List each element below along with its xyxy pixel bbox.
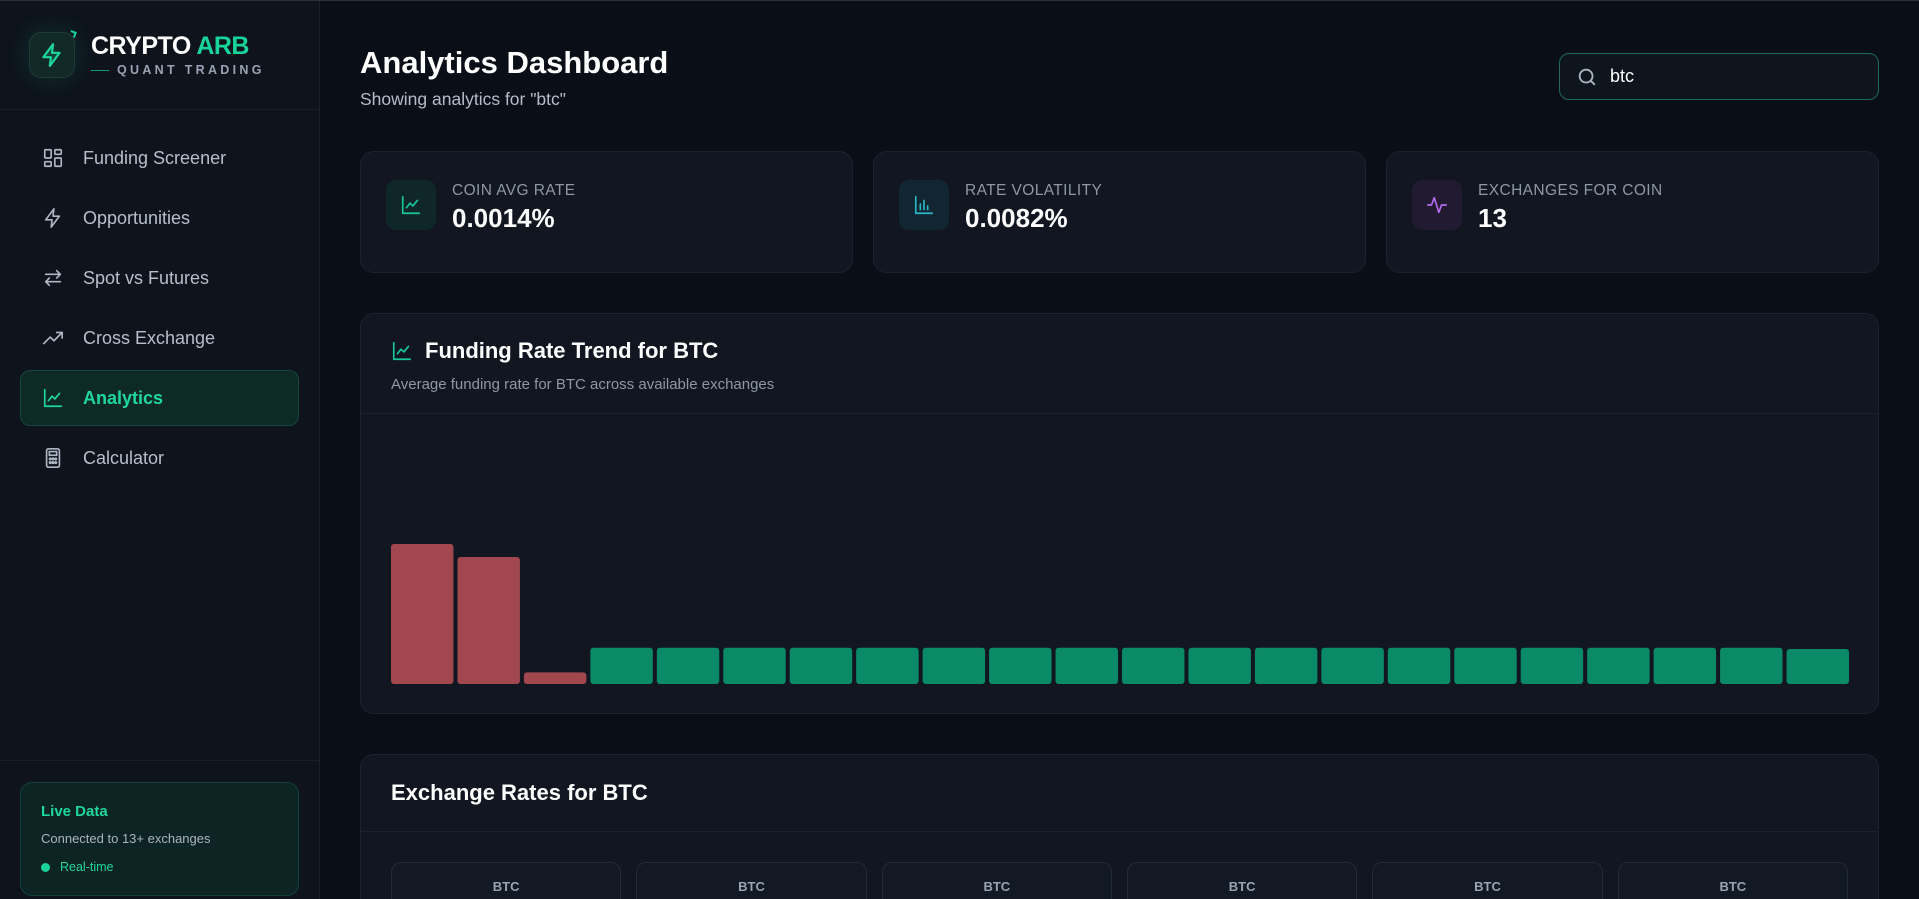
stat-value: 0.0014% — [452, 203, 555, 233]
exchange-rate-tile[interactable]: BTC — [391, 862, 622, 899]
chart-bar[interactable] — [922, 647, 986, 684]
page-header: Analytics Dashboard Showing analytics fo… — [360, 1, 1879, 151]
sidebar-item-spot-vs-futures[interactable]: Spot vs Futures — [20, 250, 299, 306]
page-title: Analytics Dashboard — [360, 45, 669, 80]
sidebar-item-calculator[interactable]: Calculator — [20, 430, 299, 486]
status-dot-icon — [41, 862, 50, 872]
live-data-panel: Live Data Connected to 13+ exchanges Rea… — [20, 782, 299, 896]
chart-bar[interactable] — [856, 647, 919, 684]
exchange-rate-tiles: BTC BTC BTC BTC BTC BTC — [361, 832, 1878, 899]
main-content: Analytics Dashboard Showing analytics fo… — [320, 1, 1919, 899]
chart-bar[interactable] — [1321, 647, 1384, 684]
sidebar-item-label: Funding Screener — [83, 147, 227, 168]
stat-card-rate-volatility: RATE VOLATILITY 0.0082% — [873, 151, 1366, 273]
exchange-rates-card: Exchange Rates for BTC BTC BTC BTC BTC B… — [360, 754, 1879, 899]
sidebar-item-cross-exchange[interactable]: Cross Exchange — [20, 310, 299, 366]
stat-label: EXCHANGES FOR COIN — [1478, 182, 1663, 199]
line-chart-icon — [391, 340, 413, 362]
search-box[interactable] — [1559, 53, 1879, 100]
activity-pulse-icon — [1412, 180, 1462, 230]
live-data-title: Live Data — [41, 803, 108, 820]
bar-chart-icon — [899, 180, 949, 230]
chart-bar[interactable] — [590, 647, 653, 684]
sidebar-nav: Funding Screener Opportunities Spot vs F… — [0, 110, 319, 486]
sidebar-item-funding-screener[interactable]: Funding Screener — [20, 130, 299, 186]
chart-bar[interactable] — [656, 647, 720, 684]
live-data-description: Connected to 13+ exchanges — [41, 831, 211, 846]
live-status: Real-time — [41, 860, 278, 874]
stat-card-exchanges-for-coin: EXCHANGES FOR COIN 13 — [1386, 151, 1879, 273]
live-status-label: Real-time — [60, 860, 114, 874]
stat-card-coin-avg-rate: COIN AVG RATE 0.0014% — [360, 151, 853, 273]
lightning-logo-icon — [29, 30, 77, 78]
card-description: Average funding rate for BTC across avai… — [391, 376, 775, 393]
chart-bar[interactable] — [1188, 647, 1251, 684]
chart-bar[interactable] — [1055, 647, 1118, 684]
sidebar-item-label: Opportunities — [83, 207, 191, 228]
line-chart-icon — [386, 180, 436, 230]
stat-value: 13 — [1478, 203, 1507, 233]
chart-bar[interactable] — [1454, 647, 1517, 684]
brand-title: CRYPTO ARB — [91, 32, 249, 60]
sidebar-item-label: Calculator — [83, 447, 165, 468]
chart-bar[interactable] — [1520, 647, 1584, 684]
chart-bar[interactable] — [1720, 647, 1783, 684]
page-subtitle: Showing analytics for "btc" — [360, 89, 566, 109]
calculator-icon — [41, 446, 65, 470]
sidebar-divider — [0, 760, 319, 761]
chart-bar[interactable] — [723, 647, 786, 684]
search-input[interactable] — [1610, 66, 1860, 87]
sidebar-item-label: Analytics — [83, 387, 164, 408]
sidebar-item-label: Spot vs Futures — [83, 267, 210, 288]
card-title: Funding Rate Trend for BTC — [425, 338, 719, 363]
funding-trend-card: Funding Rate Trend for BTC Average fundi… — [360, 313, 1879, 714]
chart-bar[interactable] — [457, 556, 520, 684]
trending-up-icon — [41, 326, 65, 350]
bar-chart — [391, 544, 1849, 684]
chart-bar[interactable] — [989, 647, 1052, 684]
sidebar-item-opportunities[interactable]: Opportunities — [20, 190, 299, 246]
sidebar: CRYPTO ARB QUANT TRADING Funding Screene… — [0, 1, 320, 899]
grid-icon — [41, 146, 65, 170]
line-chart-icon — [41, 386, 65, 410]
stat-value: 0.0082% — [965, 203, 1068, 233]
swap-arrows-icon — [41, 266, 65, 290]
exchange-rate-tile[interactable]: BTC — [1617, 862, 1848, 899]
exchange-rate-tile[interactable]: BTC — [881, 862, 1112, 899]
chart-bar[interactable] — [391, 544, 454, 684]
exchange-rate-tile[interactable]: BTC — [636, 862, 867, 899]
card-title: Exchange Rates for BTC — [391, 780, 648, 805]
chart-bar[interactable] — [1387, 647, 1451, 684]
brand[interactable]: CRYPTO ARB QUANT TRADING — [0, 1, 319, 110]
exchange-rate-tile[interactable]: BTC — [1126, 862, 1358, 899]
chart-bar[interactable] — [1786, 649, 1849, 684]
chart-bar[interactable] — [1122, 647, 1185, 684]
brand-subtitle: QUANT TRADING — [117, 63, 265, 77]
exchange-rate-tile[interactable]: BTC — [1372, 862, 1603, 899]
chart-bar[interactable] — [1587, 647, 1650, 684]
chart-bar[interactable] — [1254, 647, 1318, 684]
search-icon — [1576, 66, 1598, 88]
stat-label: RATE VOLATILITY — [965, 182, 1103, 199]
lightning-icon — [41, 206, 65, 230]
chart-bar[interactable] — [1653, 647, 1717, 684]
stat-label: COIN AVG RATE — [452, 182, 576, 199]
chart-bar[interactable] — [789, 647, 853, 684]
sidebar-item-label: Cross Exchange — [83, 327, 216, 348]
funding-trend-chart — [361, 414, 1878, 713]
chart-bar[interactable] — [523, 672, 587, 684]
stats-row: COIN AVG RATE 0.0014% RATE VOLATILITY 0.… — [360, 151, 1879, 273]
sidebar-item-analytics[interactable]: Analytics — [20, 370, 299, 426]
